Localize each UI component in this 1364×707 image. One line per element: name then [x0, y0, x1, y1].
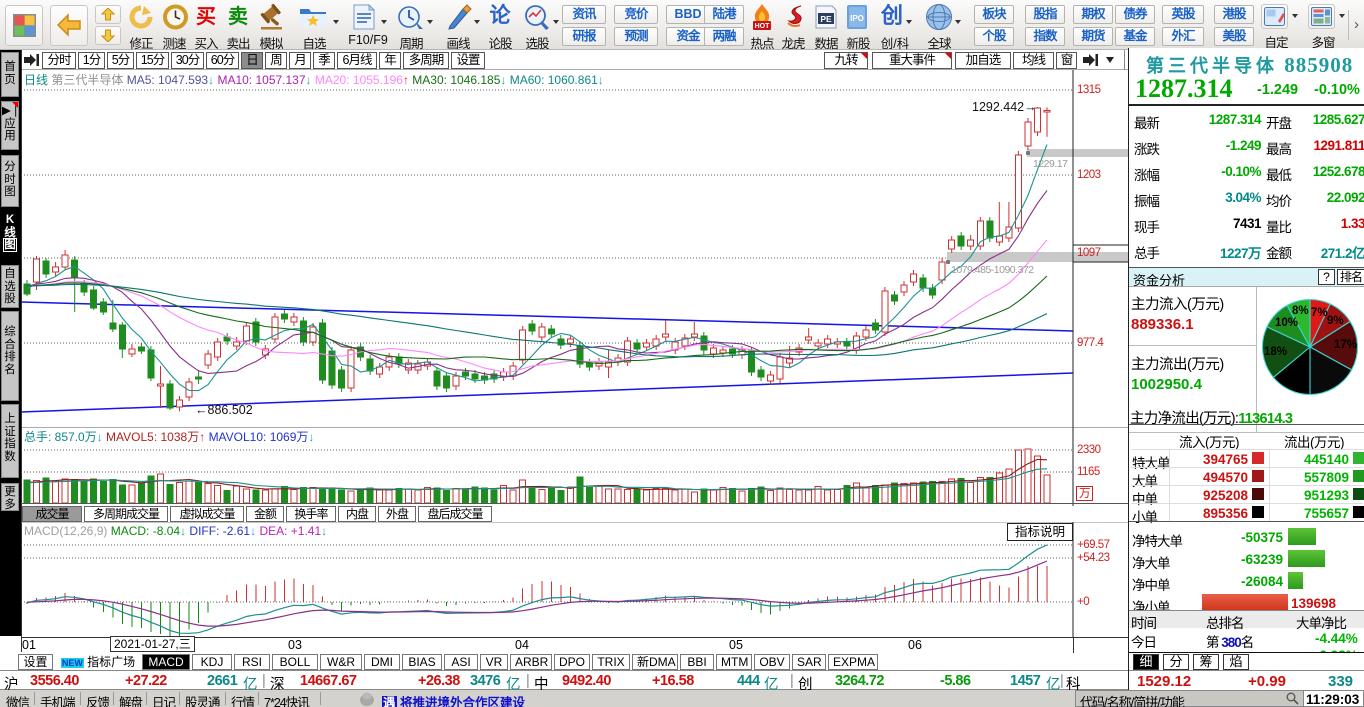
svg-text:PE: PE — [820, 14, 832, 24]
svg-text:IPO: IPO — [850, 14, 864, 23]
svg-text:HOT: HOT — [755, 23, 771, 30]
